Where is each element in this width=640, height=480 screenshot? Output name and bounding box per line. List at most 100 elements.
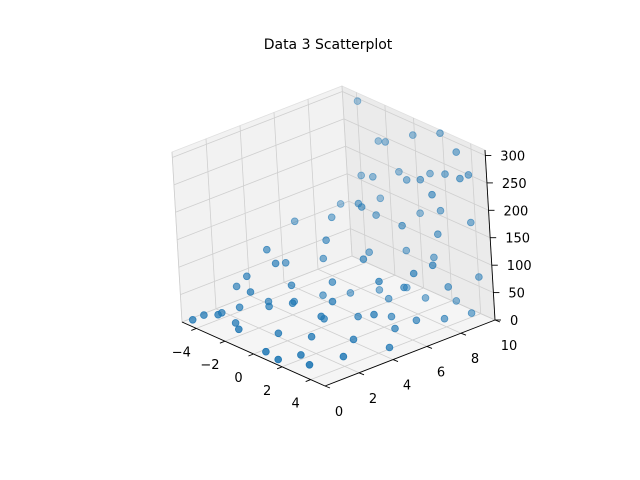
grid-line-x-floor [253,287,424,355]
data-point [376,194,385,203]
data-point [467,309,476,317]
y-axis-tick-mark [358,372,365,376]
grid-line-z-back [342,91,486,156]
y-axis-tick-mark [392,359,399,363]
data-point [428,261,437,270]
data-point [307,332,316,341]
data-point [391,324,399,333]
y-axis-tick-mark [324,385,331,389]
data-point [297,351,305,359]
data-point [235,325,243,334]
data-point [370,310,378,319]
z-axis-tick-label: 300 [500,150,525,165]
data-point [416,175,425,184]
data-point [235,303,244,312]
data-point [402,176,411,184]
x-axis-tick-label: −2 [200,358,219,373]
grid-line-x-back [441,130,453,301]
grid-line-y-left [307,99,319,270]
z-axis-tick-label: 200 [504,204,529,219]
data-point [349,335,358,344]
data-point [368,173,377,181]
x-axis-tick-label: 2 [263,384,271,399]
grid-line-z-back [347,173,491,239]
data-point [281,258,290,267]
grid-line-z-left [172,91,343,158]
data-point [274,329,283,338]
data-point [402,246,411,255]
data-point [328,297,337,306]
data-point [372,211,380,219]
x-axis-tick-mark [305,379,311,383]
grid-line-x-back [355,92,367,263]
grid-line-z-left [177,173,348,241]
grid-line-z-left [178,200,349,268]
z-axis-line [484,149,496,321]
data-point [398,221,406,230]
data-point [466,218,475,227]
data-point [375,277,383,286]
grid-line-z-left [175,145,346,213]
data-point [433,230,442,239]
data-point [319,291,327,300]
grid-line-z-back [350,228,494,293]
y-axis-tick-mark [426,345,433,349]
data-point [359,255,368,264]
z-axis-tick-label: 100 [507,259,532,274]
data-point [452,148,461,156]
data-point [322,236,330,245]
grid-line-y-left [205,138,217,309]
grid-line-y-floor [215,308,360,374]
data-point [288,299,297,308]
data-point [412,316,421,325]
data-point [353,97,362,105]
data-point [426,169,434,178]
y-axis-line [324,319,496,387]
grid-line-z-back [343,118,488,184]
data-point [387,312,396,321]
data-point [400,283,408,292]
grid-line-x-back [413,117,424,289]
grid-line-x-floor [224,274,396,342]
data-point [243,272,251,281]
data-point [317,312,326,321]
data-point [354,312,362,321]
data-point [381,138,390,146]
x-axis-tick-label: 0 [234,371,242,386]
data-point [464,171,473,179]
data-point [305,360,314,369]
data-point [444,283,453,291]
grid-line-z-left [181,255,353,323]
grid-line-x-back [384,105,396,276]
data-point [409,269,418,278]
y-axis-tick-label: 8 [471,352,479,367]
data-point [357,203,366,211]
data-point [346,289,355,297]
grid-line-x-floor [310,313,481,380]
data-point [440,314,449,323]
y-axis-tick-label: 10 [501,339,518,354]
z-axis-tick-label: 0 [510,314,518,329]
data-point [430,253,438,262]
data-point [262,245,271,254]
x-axis-tick-label: 4 [292,397,300,412]
data-point [357,171,366,180]
data-point [214,310,222,319]
axis-panes [171,85,497,387]
data-point [365,248,374,257]
data-point [452,297,461,305]
data-point [287,281,296,290]
data-point [319,254,328,263]
grid-line-z-back [348,200,492,266]
data-point [408,131,417,139]
data-point [428,190,436,199]
data-point [421,294,430,302]
y-axis-tick-mark [460,332,467,336]
z-axis-tick-label: 50 [508,287,525,302]
x-axis-tick-mark [191,327,197,331]
data-point [339,352,348,361]
grid-line-y-left [273,112,285,283]
data-point [475,273,483,281]
